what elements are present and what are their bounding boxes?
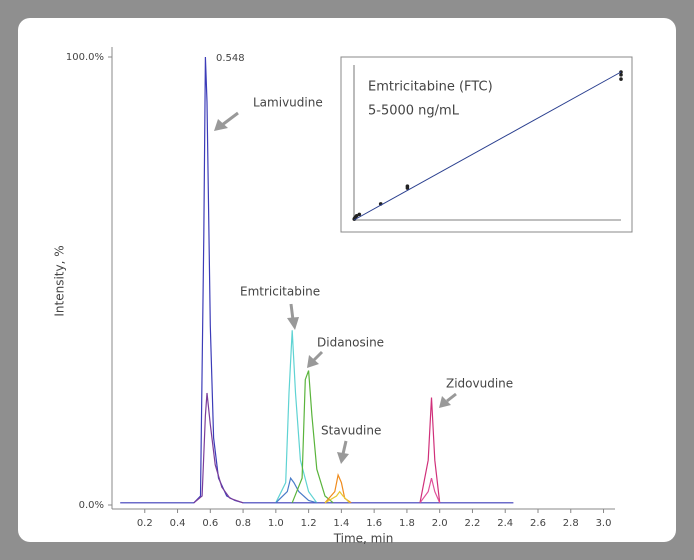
x-tick-label: 2.4 bbox=[497, 518, 513, 529]
arrow-head bbox=[307, 355, 319, 368]
inset-frame bbox=[340, 56, 633, 233]
x-tick-label: 2.2 bbox=[465, 518, 481, 529]
annotation: Zidovudine bbox=[446, 377, 513, 391]
x-tick-label: 1.4 bbox=[333, 518, 349, 529]
inset-subtitle: 5-5000 ng/mL bbox=[368, 104, 460, 119]
trace bbox=[275, 476, 317, 504]
arrow bbox=[221, 111, 239, 127]
trace bbox=[193, 392, 244, 504]
annotation: Didanosine bbox=[317, 336, 384, 350]
trace bbox=[275, 330, 318, 504]
point bbox=[357, 212, 362, 217]
annotation: Lamivudine bbox=[253, 96, 323, 110]
inset-title: Emtricitabine (FTC) bbox=[368, 80, 493, 95]
annotation: 0.548 bbox=[216, 53, 245, 64]
x-tick-label: 0.8 bbox=[235, 518, 251, 529]
arrow bbox=[446, 392, 457, 403]
point bbox=[619, 77, 623, 81]
x-tick-label: 2.0 bbox=[432, 518, 448, 529]
x-tick-label: 1.8 bbox=[399, 518, 415, 529]
point bbox=[354, 213, 359, 218]
x-tick-label: 0.2 bbox=[137, 518, 153, 529]
x-tick-label: 1.0 bbox=[268, 518, 284, 529]
x-axis-label: Time, min bbox=[333, 532, 394, 546]
trace bbox=[324, 490, 351, 504]
arrow bbox=[312, 350, 324, 362]
arrow bbox=[289, 303, 295, 321]
x-tick-label: 0.6 bbox=[202, 518, 218, 529]
arrow bbox=[341, 440, 348, 455]
trace bbox=[419, 477, 441, 504]
point bbox=[619, 73, 623, 77]
y-tick-label: 100.0% bbox=[66, 52, 104, 63]
arrow-head bbox=[439, 396, 451, 408]
y-tick-label: 0.0% bbox=[79, 500, 104, 511]
x-tick-label: 2.6 bbox=[530, 518, 546, 529]
x-tick-label: 2.8 bbox=[563, 518, 579, 529]
point bbox=[405, 184, 410, 188]
x-tick-label: 1.6 bbox=[366, 518, 382, 529]
x-tick-label: 0.4 bbox=[170, 518, 186, 529]
arrows bbox=[214, 111, 457, 464]
arrow-head bbox=[337, 452, 349, 464]
trace bbox=[419, 397, 441, 503]
annotation: Emtricitabine bbox=[240, 285, 320, 299]
annotation: Stavudine bbox=[321, 424, 381, 438]
fit-line bbox=[353, 71, 622, 221]
arrow-head bbox=[214, 119, 228, 131]
x-tick-label: 1.2 bbox=[301, 518, 317, 529]
trace bbox=[324, 473, 352, 504]
arrow-head bbox=[287, 317, 299, 330]
trace bbox=[291, 370, 334, 504]
y-axis-label: Intensity, % bbox=[53, 245, 67, 316]
x-tick-label: 3.0 bbox=[596, 518, 612, 529]
